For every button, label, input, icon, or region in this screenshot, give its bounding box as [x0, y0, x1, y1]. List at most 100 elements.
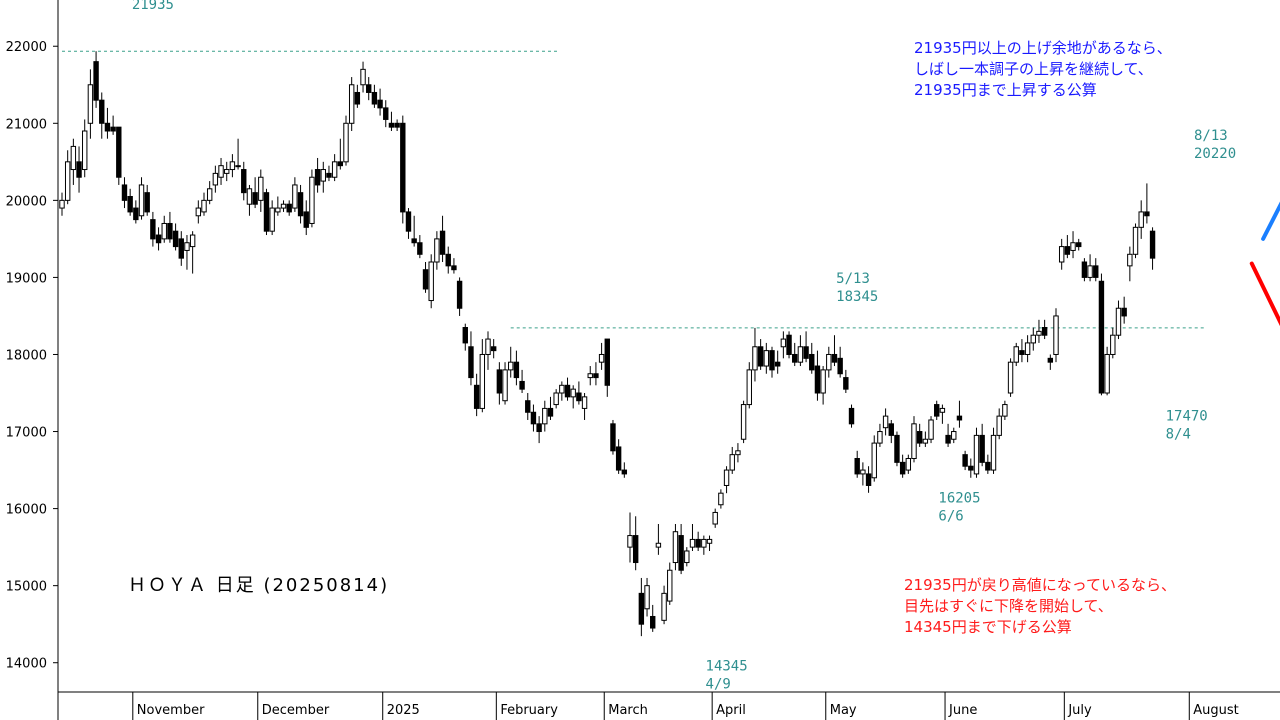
candle-body-up	[559, 384, 565, 394]
candle	[502, 362, 508, 405]
candle	[400, 115, 406, 224]
candle	[150, 211, 156, 247]
candle-body-down	[848, 407, 855, 425]
candle	[530, 404, 537, 432]
candle	[331, 154, 338, 182]
candle	[93, 51, 99, 108]
candle-body-up	[1138, 211, 1144, 228]
candle-body-up	[201, 199, 207, 213]
candle	[76, 146, 82, 193]
candle	[1019, 339, 1025, 363]
candle	[303, 200, 309, 236]
candle	[809, 342, 815, 374]
candle	[632, 516, 639, 571]
candle-body-down	[1019, 350, 1025, 355]
candle	[246, 184, 253, 216]
candle	[513, 350, 520, 386]
candle-body-up	[598, 353, 605, 363]
candle	[559, 381, 565, 401]
candle-body-down	[650, 615, 656, 629]
candle	[508, 346, 514, 378]
candle	[820, 366, 826, 405]
candle	[1002, 400, 1008, 420]
price-annotation: 17470	[1166, 409, 1208, 425]
candle	[723, 466, 730, 494]
candle	[116, 126, 122, 185]
candle-body-down	[104, 122, 111, 132]
scenario-up: 21935円以上の上げ余地があるなら、 しばし一本調子の上昇を継続して、 219…	[914, 39, 1280, 241]
candle	[684, 547, 690, 567]
candle	[292, 177, 298, 212]
scenario-down-line	[1249, 261, 1280, 327]
candle	[598, 342, 605, 370]
candle	[1058, 238, 1065, 270]
candle	[877, 423, 883, 447]
candle	[803, 331, 809, 363]
candle	[411, 215, 417, 247]
candle	[110, 115, 116, 135]
candle	[752, 327, 758, 382]
y-tick-label: 22000	[6, 40, 47, 55]
candle	[712, 508, 718, 528]
candle-body-up	[64, 161, 71, 201]
candle-body-up	[1127, 253, 1133, 267]
candle-body-down	[377, 99, 383, 109]
candle	[956, 400, 963, 428]
candle	[184, 235, 190, 270]
candle	[434, 231, 440, 270]
candle-body-up	[1110, 334, 1116, 355]
candle-body-up	[229, 161, 236, 171]
candle	[916, 423, 923, 447]
candle	[70, 138, 77, 185]
candle	[678, 524, 684, 575]
candle-body-down	[1076, 242, 1082, 248]
candle	[593, 362, 599, 386]
candle-body-down	[564, 384, 571, 398]
candle	[860, 462, 866, 486]
candle-body-up	[275, 207, 281, 213]
candle-body-up	[1007, 361, 1014, 394]
candle-body-down	[383, 107, 389, 120]
candle-body-up	[1104, 353, 1110, 394]
scenario-down-line-3: 14345円まで下げる公算	[904, 618, 1072, 636]
candle	[309, 169, 315, 228]
candle-body-down	[127, 196, 133, 213]
candle	[934, 400, 940, 420]
candle	[468, 331, 474, 386]
candle	[138, 177, 145, 220]
candle-body-down	[366, 84, 372, 93]
candle	[973, 427, 980, 478]
candle-body-down	[610, 423, 616, 452]
candle-body-down	[814, 365, 821, 394]
candle-body-down	[962, 454, 968, 467]
candle-body-up	[882, 415, 889, 429]
candle	[854, 450, 860, 478]
candle-body-down	[473, 384, 480, 409]
candle	[462, 323, 468, 351]
candle-body-up	[667, 569, 673, 602]
candle	[581, 393, 588, 420]
price-annotation: 16205	[938, 490, 980, 506]
candle-body-up	[871, 442, 877, 479]
candle-body-up	[70, 145, 77, 171]
candle-body-up	[343, 122, 349, 163]
candle	[212, 165, 219, 193]
candle-body-up	[1070, 242, 1076, 251]
candle	[167, 211, 173, 243]
candle	[536, 416, 542, 444]
candle-body-up	[280, 203, 287, 209]
candle	[496, 362, 503, 405]
candle	[865, 466, 872, 493]
candle	[394, 119, 400, 132]
candle-body-down	[116, 126, 122, 178]
candle-body-up	[718, 492, 724, 506]
candle-body-down	[843, 377, 849, 390]
candle	[133, 200, 139, 224]
candle-body-up	[309, 176, 315, 224]
month-label: July	[1067, 703, 1092, 718]
candle-body-down	[854, 458, 860, 475]
candle	[615, 439, 622, 474]
candle-body-down	[968, 465, 974, 471]
candle-body-down	[1093, 265, 1099, 278]
candle	[1127, 246, 1133, 282]
